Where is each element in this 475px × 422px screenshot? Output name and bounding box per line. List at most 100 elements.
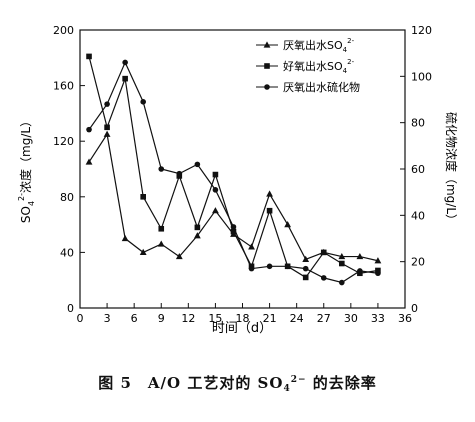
square-point-1 [104,124,110,131]
left-tick-label-1: 40 [60,246,74,259]
x-tick-label-6: 18 [236,312,250,325]
circle-point-1 [104,101,110,107]
legend-marker-triangle [263,41,271,48]
right-tick-label-4: 80 [411,117,425,130]
circle-point-10 [266,263,273,270]
square-point-14 [339,260,345,267]
triangle-point-14 [338,252,346,260]
svg-text:SO42-浓度（mg/L）: SO42-浓度（mg/L） [17,115,36,223]
right-tick-label-3: 60 [411,163,425,176]
caption-sup: 2− [290,375,307,385]
circle-point-7 [212,187,219,193]
legend-label-triangle: 厌氧出水SO42- [283,37,355,54]
circle-point-14 [339,279,345,286]
square-point-2 [122,75,128,82]
x-tick-label-4: 12 [181,312,195,325]
series-circle [86,59,381,286]
series-triangle [85,130,382,264]
x-tick-label-0: 0 [77,312,84,325]
left-axis-label: SO42-浓度（mg/L） [17,115,36,223]
right-tick-label-1: 20 [411,256,425,269]
series-line-circle [88,60,378,284]
left-tick-label-2: 80 [60,191,74,204]
legend-item-square: 好氧出水SO42- [256,58,355,75]
x-tick-label-10: 30 [344,312,358,325]
left-tick-label-5: 200 [53,24,74,37]
triangle-point-11 [284,221,292,228]
x-tick-label-5: 15 [208,312,222,325]
right-tick-label-5: 100 [411,70,432,83]
right-axis-label-text: 硫化物浓度（mg/L） [444,112,459,226]
square-point-4 [158,225,165,232]
triangle-point-7 [212,207,219,214]
x-tick-label-2: 6 [131,312,138,325]
left-axis-label-main: SO [19,206,33,223]
circle-point-9 [248,265,255,272]
caption-suffix: 的去除率 [306,374,377,392]
left-tick-label-0: 0 [67,302,74,315]
circle-point-5 [176,170,183,177]
triangle-point-9 [248,243,255,250]
figure-caption: 图 5 A/O 工艺对的 SO42− 的去除率 [0,372,475,394]
square-point-8 [230,228,237,235]
left-axis-label-sup: 2- [17,193,26,201]
x-tick-label-1: 3 [104,312,111,325]
circle-point-16 [375,270,381,277]
x-tick-label-11: 33 [371,312,385,325]
triangle-point-4 [157,240,165,247]
x-tick-label-12: 36 [398,312,412,325]
x-tick-label-8: 24 [290,312,304,325]
legend-label-sub: 4 [343,67,348,75]
series-layer [85,53,382,286]
square-point-6 [194,224,201,231]
right-axis-label: 硫化物浓度（mg/L） [444,112,459,226]
circle-point-6 [194,161,201,168]
legend-item-triangle: 厌氧出水SO42- [256,37,355,54]
legend-label-prefix: 好氧出水SO [283,59,343,73]
triangle-point-0 [85,158,93,165]
legend-marker-square [264,63,270,69]
square-point-3 [140,194,146,200]
left-axis-label-sub: 4 [27,201,36,206]
triangle-point-5 [175,252,183,260]
right-axis: 0 20 40 60 80 100 120 [400,24,432,315]
square-point-10 [266,207,273,214]
caption-sub: 4 [283,384,291,394]
legend-marker-circle [264,84,270,90]
left-axis-label-tail: 浓度（mg/L） [18,115,33,193]
triangle-point-1 [103,130,111,137]
legend-label-prefix: 厌氧出水硫化物 [283,80,360,94]
legend-label-sup: 2- [347,58,354,66]
circle-point-2 [122,59,128,66]
left-tick-label-3: 120 [53,135,74,148]
circle-point-8 [230,224,237,230]
square-point-12 [302,274,309,281]
triangle-point-15 [356,252,364,260]
left-tick-label-4: 160 [53,80,74,93]
triangle-point-10 [266,190,273,197]
legend-label-prefix: 厌氧出水SO [283,38,343,52]
x-axis-label: 时间（d） [212,321,272,336]
legend-label-square: 好氧出水SO42- [283,58,355,75]
square-point-0 [86,53,92,60]
circle-point-13 [320,275,327,281]
caption-prefix: 图 5 A/O 工艺对的 SO [98,374,284,392]
x-tick-label-3: 9 [158,312,165,325]
right-tick-label-6: 120 [411,24,432,37]
legend-label-circle: 厌氧出水硫化物 [283,80,360,94]
square-point-13 [320,249,327,256]
legend: 厌氧出水SO42-好氧出水SO42-厌氧出水硫化物 [256,37,360,94]
left-axis: 0 40 80 120 160 200 [53,24,85,315]
triangle-point-3 [139,248,147,255]
right-tick-label-2: 40 [411,209,425,222]
circle-point-0 [86,126,92,133]
legend-label-sub: 4 [343,46,348,54]
x-axis: 0 3 6 9 12 15 18 21 24 27 30 33 36 [77,303,412,325]
circle-point-3 [140,99,146,105]
legend-label-sup: 2- [347,37,354,45]
triangle-point-2 [121,234,129,242]
circle-point-4 [158,166,165,172]
right-tick-label-0: 0 [411,302,418,315]
triangle-point-6 [193,232,201,239]
triangle-point-16 [374,257,382,264]
